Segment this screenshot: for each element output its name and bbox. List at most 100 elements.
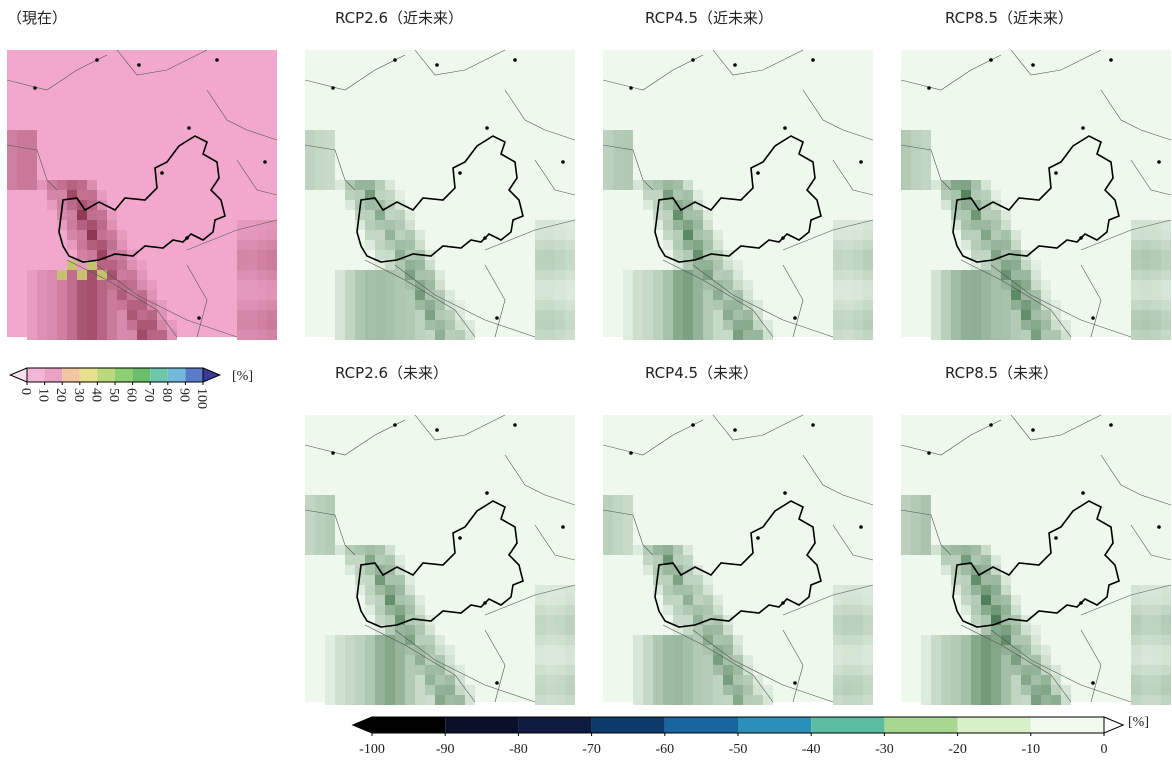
map-cell (633, 330, 643, 340)
colorbar-arrow (203, 368, 220, 382)
map-cell (863, 260, 873, 270)
map-cell (365, 300, 375, 310)
map-cell (713, 655, 723, 665)
map-cell (455, 300, 465, 310)
map-cell (435, 270, 445, 280)
map-cell (345, 290, 355, 300)
map-cell (961, 280, 971, 290)
map-cell (683, 615, 693, 625)
map-cell (395, 220, 405, 230)
map-cell (247, 220, 257, 230)
map-cell (1031, 685, 1041, 695)
map-cell (833, 320, 843, 330)
map-cell (385, 250, 395, 260)
map-cell (723, 330, 733, 340)
map-cell (315, 545, 325, 555)
map-cell (1131, 605, 1141, 615)
map-cell (137, 310, 147, 320)
map-cell (951, 635, 961, 645)
map-cell (663, 230, 673, 240)
map-cell (385, 595, 395, 605)
map-cell (345, 200, 355, 210)
map-cell (77, 210, 87, 220)
map-cell (237, 330, 247, 340)
map-cell (713, 625, 723, 635)
map-cell (931, 695, 941, 705)
map-cell (77, 220, 87, 230)
map-cell (663, 545, 673, 555)
map-cell (565, 675, 575, 685)
place-dot (793, 316, 797, 320)
map-cell (981, 575, 991, 585)
map-cell (1141, 290, 1151, 300)
place-dot (331, 451, 335, 455)
map-cell (863, 320, 873, 330)
map-cell (17, 150, 27, 160)
map-cell (1021, 635, 1031, 645)
map-cell (345, 675, 355, 685)
map-cell (843, 310, 853, 320)
map-cell (365, 310, 375, 320)
map-cell (375, 615, 385, 625)
map-cell (901, 160, 911, 170)
map-cell (843, 605, 853, 615)
map-cell (981, 230, 991, 240)
map-cell (843, 645, 853, 655)
map-cell (555, 250, 565, 260)
map-cell (713, 230, 723, 240)
map-cell (911, 525, 921, 535)
map-cell (27, 320, 37, 330)
map-cell (643, 280, 653, 290)
map-cell (425, 675, 435, 685)
map-cell (535, 655, 545, 665)
map-cell (723, 695, 733, 705)
map-cell (27, 180, 37, 190)
map-cell (375, 270, 385, 280)
map-cell (1001, 320, 1011, 330)
map-cell (375, 240, 385, 250)
map-cell (863, 635, 873, 645)
map-cell (7, 160, 17, 170)
map-cell (673, 230, 683, 240)
map-cell (405, 585, 415, 595)
map-cell (405, 665, 415, 675)
map-cell (1001, 220, 1011, 230)
map-cell (375, 310, 385, 320)
map-cell (981, 220, 991, 230)
map-cell (673, 655, 683, 665)
map-cell (673, 320, 683, 330)
map-cell (395, 605, 405, 615)
map-cell (47, 270, 57, 280)
map-cell (853, 615, 863, 625)
map-cell (673, 290, 683, 300)
map-cell (555, 615, 565, 625)
map-cell (971, 310, 981, 320)
map-cell (911, 170, 921, 180)
map-cell (833, 665, 843, 675)
map-cell (843, 270, 853, 280)
map-cell (1131, 615, 1141, 625)
map-cell (545, 310, 555, 320)
map-cell (843, 665, 853, 675)
map-cell (713, 665, 723, 675)
map-cell (1011, 240, 1021, 250)
map-cell (941, 665, 951, 675)
map-cell (961, 180, 971, 190)
map-cell (117, 320, 127, 330)
map-cell (1141, 615, 1151, 625)
map-cell (703, 675, 713, 685)
map-cell (643, 300, 653, 310)
map-cell (1151, 310, 1161, 320)
place-dot (458, 536, 462, 540)
map-cell (1011, 625, 1021, 635)
map-cell (703, 665, 713, 675)
map-cell (1011, 605, 1021, 615)
map-cell (723, 300, 733, 310)
map-cell (545, 260, 555, 270)
map-cell (257, 220, 267, 230)
map-cell (535, 625, 545, 635)
place-dot (187, 126, 191, 130)
map-cell (555, 300, 565, 310)
map-cell (57, 320, 67, 330)
map-cell (267, 250, 277, 260)
